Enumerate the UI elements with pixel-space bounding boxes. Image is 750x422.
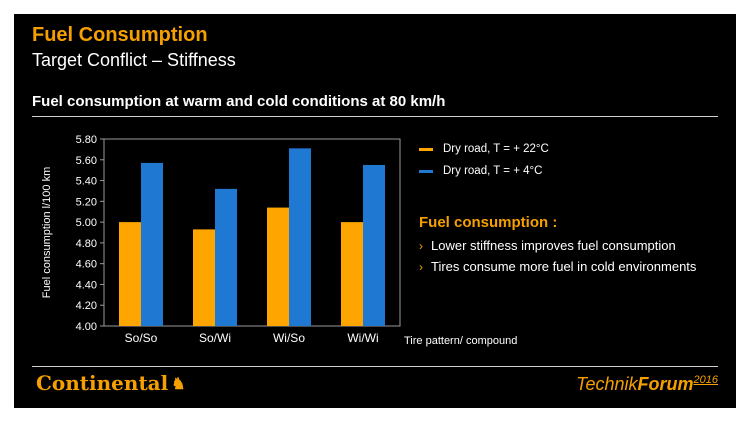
note-text: Lower stiffness improves fuel consumptio…: [431, 238, 676, 253]
chevron-right-icon: ›: [419, 259, 423, 274]
notes-title: Fuel consumption :: [419, 214, 558, 231]
legend-item-warm: Dry road, T = + 22°C: [419, 139, 549, 159]
bar-warm: [119, 222, 141, 326]
y-tick-label: 5.00: [76, 217, 97, 229]
y-tick-label: 4.80: [76, 238, 97, 250]
bar-cold: [141, 162, 163, 326]
forum-year: 2016: [693, 374, 718, 386]
y-tick-label: 5.20: [76, 196, 97, 208]
y-tick-label: 4.00: [76, 321, 97, 333]
slide-title: Fuel Consumption: [32, 24, 208, 46]
bar-warm: [267, 207, 289, 326]
slide: Fuel Consumption Target Conflict – Stiff…: [14, 14, 736, 408]
bar-cold: [363, 164, 385, 326]
y-tick-label: 4.60: [76, 259, 97, 271]
x-axis-label: Tire pattern/ compound: [404, 335, 517, 347]
legend-swatch-cold: [419, 169, 433, 173]
forum-text-b: Forum: [637, 374, 694, 394]
bar-cold: [215, 188, 237, 326]
divider-top: [32, 116, 718, 117]
note-bullet: › Lower stiffness improves fuel consumpt…: [419, 235, 696, 256]
technikforum-logo: TechnikForum2016: [576, 374, 718, 395]
x-tick-label: So/Wi: [199, 331, 231, 345]
bar-warm: [341, 222, 363, 326]
forum-text-a: Technik: [576, 374, 638, 394]
bar-chart: 4.00 4.20 4.40 4.60 4.80 5.00 5.20 5.40 5.60 5.80…: [41, 134, 517, 347]
note-bullet: › Tires consume more fuel in cold enviro…: [419, 256, 696, 277]
legend-label-cold: Dry road, T = + 4°C: [443, 165, 543, 177]
y-tick-label: 4.40: [76, 279, 97, 291]
continental-logo: Continental ♞: [36, 371, 186, 395]
chart-heading: Fuel consumption at warm and cold condit…: [32, 93, 446, 110]
x-tick-label: So/So: [125, 331, 158, 345]
x-tick-label: Wi/Wi: [347, 331, 378, 345]
chevron-right-icon: ›: [419, 238, 423, 253]
divider-bottom: [32, 366, 718, 367]
slide-subtitle: Target Conflict – Stiffness: [32, 50, 236, 70]
horse-icon: ♞: [171, 373, 186, 393]
legend-label-warm: Dry road, T = + 22°C: [443, 143, 549, 155]
y-tick-label: 5.60: [76, 155, 97, 167]
bar-cold: [289, 148, 311, 326]
legend-item-cold: Dry road, T = + 4°C: [419, 161, 549, 181]
note-text: Tires consume more fuel in cold environm…: [431, 259, 697, 274]
bar-warm: [193, 229, 215, 326]
logo-text: Continental: [36, 371, 169, 395]
legend-swatch-warm: [419, 147, 433, 151]
plot-area: [103, 138, 401, 327]
y-tick-label: 5.40: [76, 176, 97, 188]
y-tick-label: 4.20: [76, 300, 97, 312]
notes-box: Fuel consumption : › Lower stiffness imp…: [419, 214, 696, 277]
chart-legend: Dry road, T = + 22°C Dry road, T = + 4°C: [419, 139, 549, 183]
y-tick-label: 5.80: [76, 134, 97, 146]
x-tick-label: Wi/So: [273, 331, 305, 345]
y-axis-label: Fuel consumption l/100 km: [41, 167, 53, 298]
